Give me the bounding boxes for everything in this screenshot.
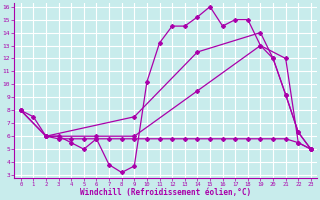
X-axis label: Windchill (Refroidissement éolien,°C): Windchill (Refroidissement éolien,°C) — [80, 188, 252, 197]
